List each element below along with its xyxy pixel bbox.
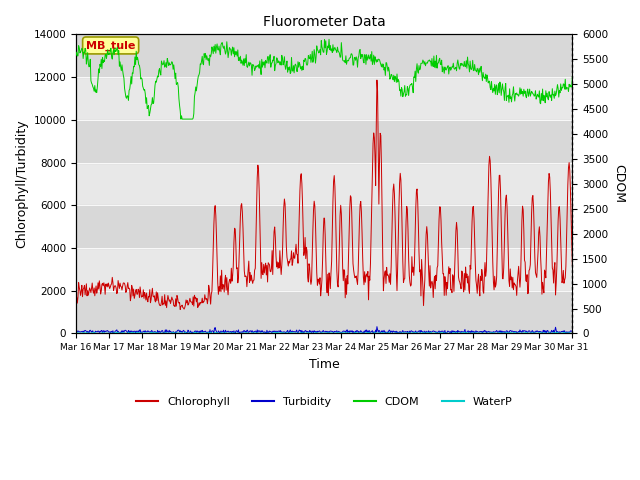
X-axis label: Time: Time: [309, 358, 340, 371]
Bar: [76, 120, 572, 163]
Text: MB_tule: MB_tule: [86, 40, 135, 50]
Bar: [76, 205, 572, 248]
Legend: Chlorophyll, Turbidity, CDOM, WaterP: Chlorophyll, Turbidity, CDOM, WaterP: [131, 393, 517, 412]
Bar: [76, 35, 572, 77]
Y-axis label: CDOM: CDOM: [612, 165, 625, 204]
Title: Fluorometer Data: Fluorometer Data: [263, 15, 385, 29]
Bar: [76, 291, 572, 334]
Y-axis label: Chlorophyll/Turbidity: Chlorophyll/Turbidity: [15, 120, 28, 248]
